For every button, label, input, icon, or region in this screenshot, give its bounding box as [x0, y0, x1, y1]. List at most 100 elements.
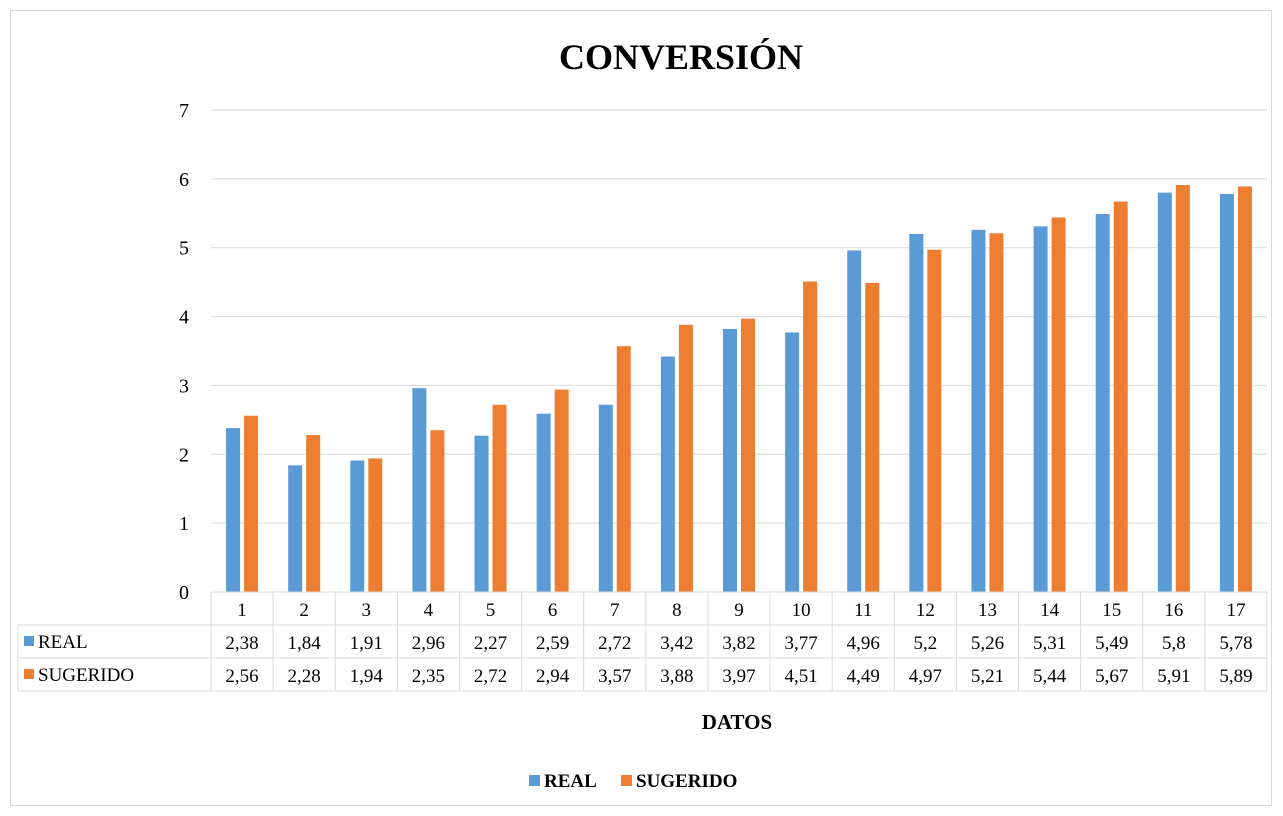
y-tick-label: 6 — [179, 169, 189, 191]
data-label: 5,49 — [1095, 633, 1128, 654]
bar-real-16 — [1157, 192, 1172, 592]
data-label: 2,28 — [288, 666, 321, 687]
data-label: 2,35 — [412, 666, 445, 687]
bar-real-5 — [474, 435, 489, 592]
x-axis-title: DATOS — [702, 710, 772, 734]
category-label: 12 — [916, 600, 935, 621]
category-label: 4 — [424, 600, 434, 621]
bar-real-17 — [1219, 194, 1234, 592]
data-label: 3,97 — [722, 666, 755, 687]
bar-real-4 — [412, 388, 427, 592]
data-label: 2,94 — [536, 666, 570, 687]
data-label: 4,96 — [847, 633, 880, 654]
category-label: 8 — [672, 600, 682, 621]
data-label: 5,31 — [1033, 633, 1066, 654]
legend-swatch-sugerido — [621, 775, 632, 786]
category-label: 5 — [486, 600, 496, 621]
bar-real-1 — [226, 428, 241, 592]
y-axis: 0 1 2 3 4 5 6 7 — [179, 100, 189, 604]
data-label: 5,91 — [1157, 666, 1190, 687]
category-label: 11 — [854, 600, 872, 621]
category-label: 2 — [299, 600, 309, 621]
legend-swatch-real — [529, 775, 540, 786]
y-tick-label: 3 — [179, 375, 189, 397]
data-label: 2,72 — [598, 633, 631, 654]
legend: REAL SUGERIDO — [529, 771, 737, 792]
bar-sugerido-14 — [1051, 217, 1066, 592]
data-label: 3,82 — [722, 633, 755, 654]
bar-real-12 — [909, 233, 924, 592]
data-label: 1,94 — [350, 666, 384, 687]
data-label: 1,91 — [350, 633, 383, 654]
data-label: 4,97 — [909, 666, 942, 687]
gridlines — [211, 109, 1267, 593]
bar-sugerido-13 — [989, 233, 1004, 593]
y-tick-label: 4 — [179, 307, 189, 329]
bar-sugerido-1 — [244, 415, 259, 592]
bar-real-11 — [847, 250, 862, 592]
bar-sugerido-4 — [430, 430, 445, 592]
data-label: 5,21 — [971, 666, 1004, 687]
bar-sugerido-6 — [554, 389, 569, 592]
bar-sugerido-2 — [306, 435, 321, 592]
y-tick-label: 2 — [179, 444, 189, 466]
data-label: 4,51 — [784, 666, 817, 687]
bar-real-3 — [350, 460, 365, 592]
y-tick-label: 7 — [179, 100, 189, 122]
legend-label-real: REAL — [544, 771, 597, 792]
y-tick-label: 1 — [179, 513, 189, 535]
data-label: 2,96 — [412, 633, 445, 654]
category-label: 3 — [362, 600, 372, 621]
bar-sugerido-16 — [1175, 185, 1190, 592]
category-label: 14 — [1040, 600, 1060, 621]
bar-sugerido-9 — [741, 318, 755, 592]
bar-sugerido-7 — [616, 346, 631, 592]
data-label: 5,44 — [1033, 666, 1067, 687]
bar-real-9 — [723, 328, 737, 592]
y-tick-label: 0 — [179, 582, 189, 604]
category-label: 1 — [237, 600, 247, 621]
bar-real-6 — [536, 413, 551, 592]
legend-key-sugerido — [24, 669, 34, 679]
data-label: 2,27 — [474, 633, 507, 654]
data-label: 2,59 — [536, 633, 569, 654]
category-label: 6 — [548, 600, 558, 621]
bar-real-13 — [971, 229, 986, 592]
data-label: 2,72 — [474, 666, 507, 687]
data-label: 3,57 — [598, 666, 631, 687]
bar-sugerido-8 — [678, 324, 693, 592]
data-label: 1,84 — [288, 633, 322, 654]
data-label: 5,89 — [1219, 666, 1252, 687]
data-label: 3,77 — [784, 633, 817, 654]
bar-sugerido-10 — [803, 281, 818, 592]
series-name-sugerido: SUGERIDO — [38, 665, 134, 686]
bar-sugerido-5 — [492, 404, 507, 592]
data-label: 5,26 — [971, 633, 1004, 654]
data-label: 4,49 — [847, 666, 880, 687]
bar-sugerido-3 — [368, 458, 383, 592]
bar-real-10 — [785, 332, 800, 592]
data-label: 5,8 — [1162, 633, 1186, 654]
legend-label-sugerido: SUGERIDO — [636, 771, 737, 792]
category-label: 10 — [792, 600, 811, 621]
bar-real-15 — [1095, 213, 1110, 592]
category-label: 7 — [610, 600, 620, 621]
data-label: 2,38 — [225, 633, 258, 654]
category-label: 16 — [1164, 600, 1183, 621]
bar-sugerido-17 — [1237, 186, 1252, 592]
category-label: 9 — [734, 600, 744, 621]
legend-key-real — [24, 636, 34, 646]
data-label: 5,67 — [1095, 666, 1128, 687]
category-label: 13 — [978, 600, 997, 621]
data-label: 3,88 — [660, 666, 693, 687]
data-label: 2,56 — [225, 666, 258, 687]
bar-sugerido-11 — [865, 282, 880, 592]
y-tick-label: 5 — [179, 238, 189, 260]
chart-title: CONVERSIÓN — [559, 37, 803, 77]
bar-real-2 — [288, 465, 303, 592]
bars — [226, 185, 1252, 593]
series-name-real: REAL — [38, 632, 88, 653]
